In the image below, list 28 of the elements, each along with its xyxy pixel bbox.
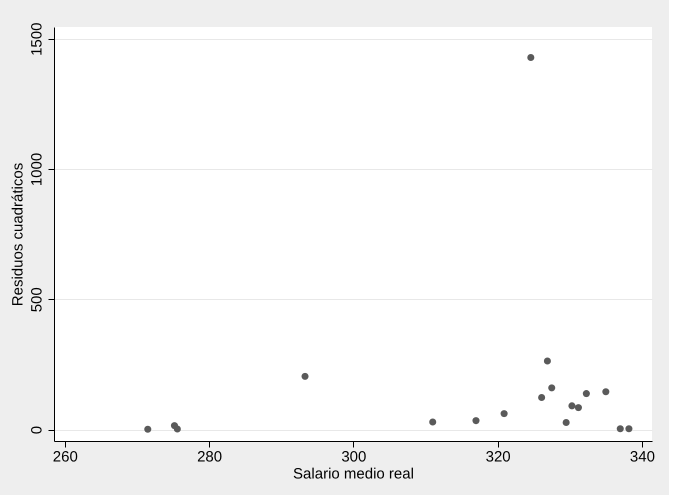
y-axis-title: Residuos cuadráticos [10, 162, 26, 306]
point [301, 372, 309, 380]
x-tick-label: 280 [197, 448, 222, 466]
x-axis-title: Salario medio real [293, 466, 414, 482]
point [429, 418, 436, 426]
point [527, 54, 534, 62]
point [548, 384, 556, 392]
point [562, 418, 570, 426]
y-tick-label: 0 [28, 426, 46, 434]
x-tick-label: 340 [630, 448, 655, 466]
y-tick-label: 1500 [28, 22, 46, 56]
point [500, 410, 508, 418]
point [616, 425, 624, 432]
point [625, 425, 632, 432]
point [538, 394, 546, 402]
point [568, 402, 576, 410]
x-tick-label: 300 [341, 448, 366, 466]
point [602, 388, 610, 396]
y-tick-label: 1000 [28, 152, 46, 186]
point [544, 357, 551, 365]
y-tick-label: 500 [28, 287, 46, 312]
x-tick-label: 260 [52, 448, 78, 466]
point [174, 425, 181, 433]
x-tick-label: 320 [486, 448, 511, 466]
point [582, 390, 590, 398]
point [472, 417, 480, 424]
point [144, 426, 152, 433]
point [574, 404, 582, 412]
